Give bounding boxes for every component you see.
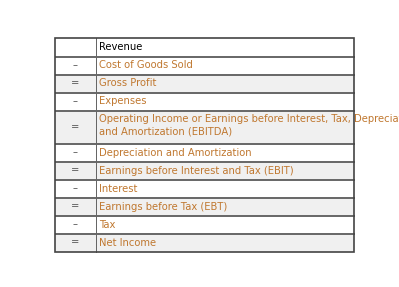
Text: Tax: Tax [99,220,116,230]
Text: =: = [71,166,79,176]
Bar [55,162,354,180]
Text: Expenses: Expenses [99,96,147,106]
Text: Gross Profit: Gross Profit [99,78,156,88]
Bar [55,234,354,252]
Text: Operating Income or Earnings before Interest, Tax, Depreciation,: Operating Income or Earnings before Inte… [99,114,399,124]
Text: –: – [73,220,78,230]
Text: and Amortization (EBITDA): and Amortization (EBITDA) [99,126,232,136]
Text: –: – [73,184,78,194]
Bar [55,74,354,92]
Bar [55,216,354,234]
Text: Net Income: Net Income [99,238,156,248]
Text: Revenue: Revenue [99,42,142,52]
Text: Depreciation and Amortization: Depreciation and Amortization [99,148,252,158]
Text: Earnings before Interest and Tax (EBIT): Earnings before Interest and Tax (EBIT) [99,166,294,176]
Bar [55,180,354,197]
Text: =: = [71,238,79,248]
Text: Cost of Goods Sold: Cost of Goods Sold [99,60,193,70]
Text: =: = [71,122,79,132]
Bar [55,92,354,110]
Text: =: = [71,78,79,88]
Bar [55,56,354,74]
Text: –: – [73,60,78,70]
Text: =: = [71,201,79,212]
Bar [55,38,354,56]
Text: Earnings before Tax (EBT): Earnings before Tax (EBT) [99,201,227,212]
Bar [55,110,354,144]
Bar [55,144,354,162]
Text: –: – [73,96,78,106]
Bar [55,197,354,216]
Text: –: – [73,148,78,158]
Text: Interest: Interest [99,184,138,194]
